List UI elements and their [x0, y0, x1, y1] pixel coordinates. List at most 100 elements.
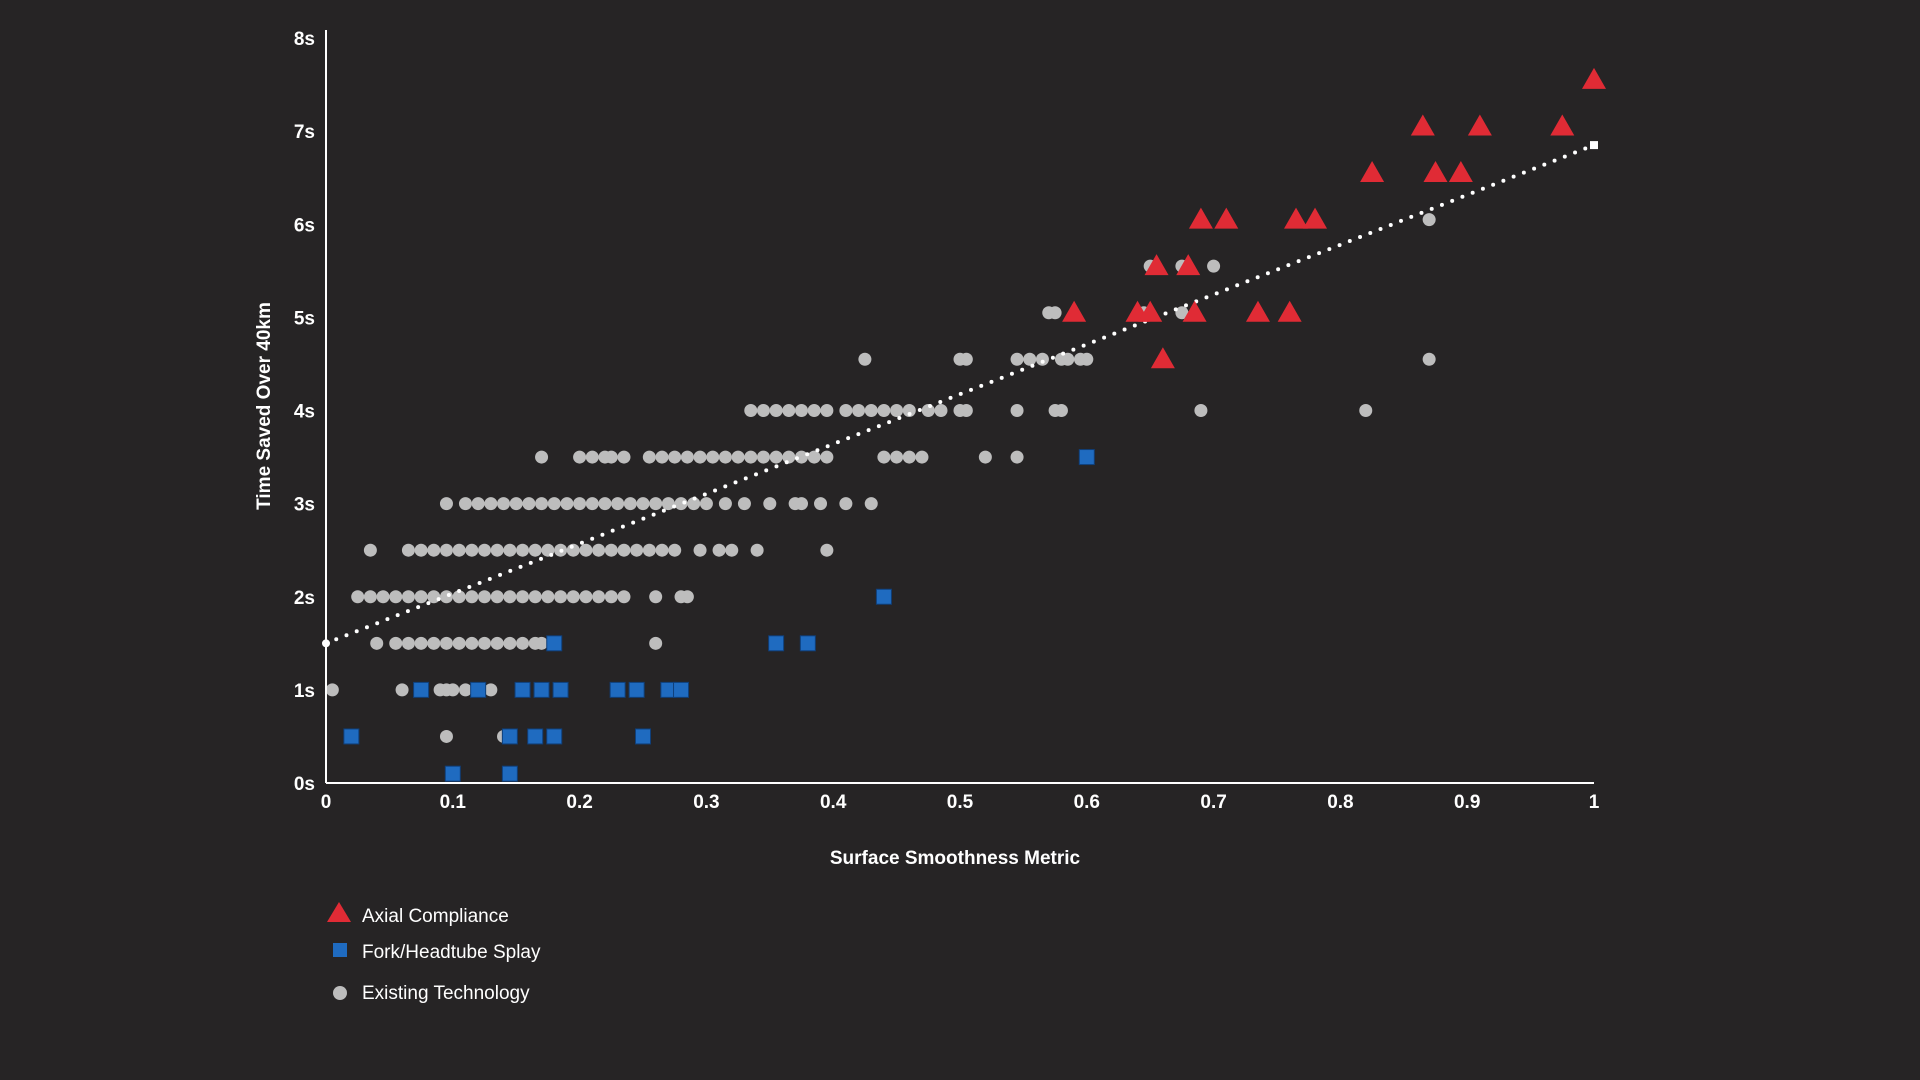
existing-technology-point — [414, 636, 428, 650]
existing-technology-point — [890, 404, 904, 417]
fork-headtube-splay-point — [533, 681, 550, 698]
existing-technology-point — [782, 450, 796, 464]
legend-label-existing-technology: Existing Technology — [362, 983, 530, 1004]
existing-technology-point — [458, 497, 472, 511]
existing-technology-point — [750, 543, 764, 557]
existing-technology-point — [744, 404, 758, 417]
existing-technology-point — [509, 497, 523, 511]
square-icon — [333, 943, 347, 957]
existing-technology-point — [370, 636, 384, 650]
existing-technology-point — [439, 590, 453, 604]
existing-technology-point — [756, 404, 770, 417]
existing-technology-point — [478, 590, 491, 604]
fork-headtube-splay-point — [673, 681, 690, 698]
existing-technology-point — [465, 543, 479, 557]
x-tick-label: 0.9 — [1454, 792, 1480, 813]
fork-headtube-splay-point — [514, 681, 531, 698]
existing-technology-point — [795, 497, 808, 511]
existing-technology-point — [807, 404, 821, 417]
existing-technology-point — [598, 497, 612, 511]
existing-technology-point — [725, 543, 739, 557]
existing-technology-point — [814, 497, 828, 511]
y-tick-label: 6s — [294, 215, 315, 236]
existing-technology-point — [978, 450, 992, 464]
existing-technology-point — [820, 404, 834, 417]
existing-technology-point — [414, 590, 428, 604]
axial-compliance-point — [1360, 161, 1385, 183]
x-tick-label: 0.1 — [440, 792, 467, 813]
x-axis-title: Surface Smoothness Metric — [830, 848, 1081, 869]
existing-technology-point — [915, 450, 929, 464]
legend-label-fork-headtube-splay: Fork/Headtube Splay — [362, 942, 541, 963]
existing-technology-point — [668, 450, 682, 464]
fork-headtube-splay-point — [546, 728, 563, 745]
existing-technology-point — [497, 497, 511, 511]
existing-technology-point — [516, 543, 530, 557]
fork-headtube-splay-point — [799, 635, 816, 652]
existing-technology-point — [1207, 259, 1221, 273]
existing-technology-point — [389, 590, 403, 604]
existing-technology-point — [668, 543, 682, 557]
circle-icon — [333, 986, 347, 1000]
fork-headtube-splay-point — [875, 588, 892, 605]
existing-technology-point — [401, 636, 415, 650]
existing-technology-point — [579, 543, 593, 557]
existing-technology-point — [560, 497, 574, 511]
axial-compliance-point — [1550, 114, 1575, 136]
x-tick-label: 0 — [321, 792, 332, 813]
existing-technology-point — [877, 404, 891, 417]
existing-technology-point — [1010, 450, 1024, 464]
trendline-end-point — [1590, 141, 1598, 150]
x-tick-label: 0.3 — [693, 792, 719, 813]
axial-compliance-point — [1182, 300, 1207, 322]
x-tick-label: 0.7 — [1200, 792, 1226, 813]
existing-technology-point — [769, 404, 783, 417]
existing-technology-point — [617, 450, 631, 464]
existing-technology-point — [427, 636, 441, 650]
existing-technology-point — [636, 497, 650, 511]
existing-technology-point — [363, 543, 377, 557]
axial-compliance-point — [1150, 347, 1175, 369]
existing-technology-point — [756, 450, 770, 464]
x-tick-label: 0.6 — [1074, 792, 1100, 813]
existing-technology-point — [617, 590, 631, 604]
triangle-icon — [327, 902, 351, 922]
existing-technology-point — [452, 590, 466, 604]
existing-technology-point — [528, 590, 542, 604]
existing-technology-point — [389, 636, 403, 650]
y-tick-labels: 0s 1s 2s 3s 4s 5s 6s 7s 8s — [294, 29, 315, 795]
existing-technology-point — [547, 497, 561, 511]
axial-compliance-point — [1138, 300, 1163, 322]
existing-technology-point — [535, 636, 549, 650]
x-tick-label: 0.4 — [820, 792, 847, 813]
existing-technology-point — [1023, 352, 1037, 366]
existing-technology-point — [351, 590, 365, 604]
existing-technology-point — [427, 543, 441, 557]
existing-technology-point — [617, 543, 631, 557]
existing-technology-point — [864, 497, 878, 511]
existing-technology-point — [1175, 306, 1189, 320]
existing-technology-point — [718, 450, 732, 464]
existing-technology-point — [1422, 213, 1436, 227]
existing-technology-point — [439, 497, 453, 511]
y-tick-label: 7s — [294, 122, 315, 143]
existing-technology-point — [478, 636, 491, 650]
existing-technology-point — [782, 404, 796, 417]
existing-technology-point — [452, 636, 466, 650]
existing-technology-point — [718, 497, 732, 511]
x-tick-labels: 0 0.1 0.2 0.3 0.4 0.5 0.6 0.7 0.8 0.9 1 — [321, 792, 1600, 813]
x-tick-label: 0.8 — [1327, 792, 1353, 813]
existing-technology-point — [401, 543, 415, 557]
existing-technology-point — [503, 590, 517, 604]
existing-technology-point — [839, 404, 853, 417]
existing-technology-point — [706, 450, 720, 464]
existing-technology-point — [655, 543, 669, 557]
axial-compliance-point — [1188, 207, 1213, 229]
existing-technology-point — [820, 543, 834, 557]
existing-technology-point — [585, 497, 599, 511]
axial-compliance-point — [1284, 207, 1309, 229]
y-tick-label: 5s — [294, 308, 315, 329]
fork-headtube-splay-point — [552, 681, 569, 698]
existing-technology-point — [414, 543, 428, 557]
